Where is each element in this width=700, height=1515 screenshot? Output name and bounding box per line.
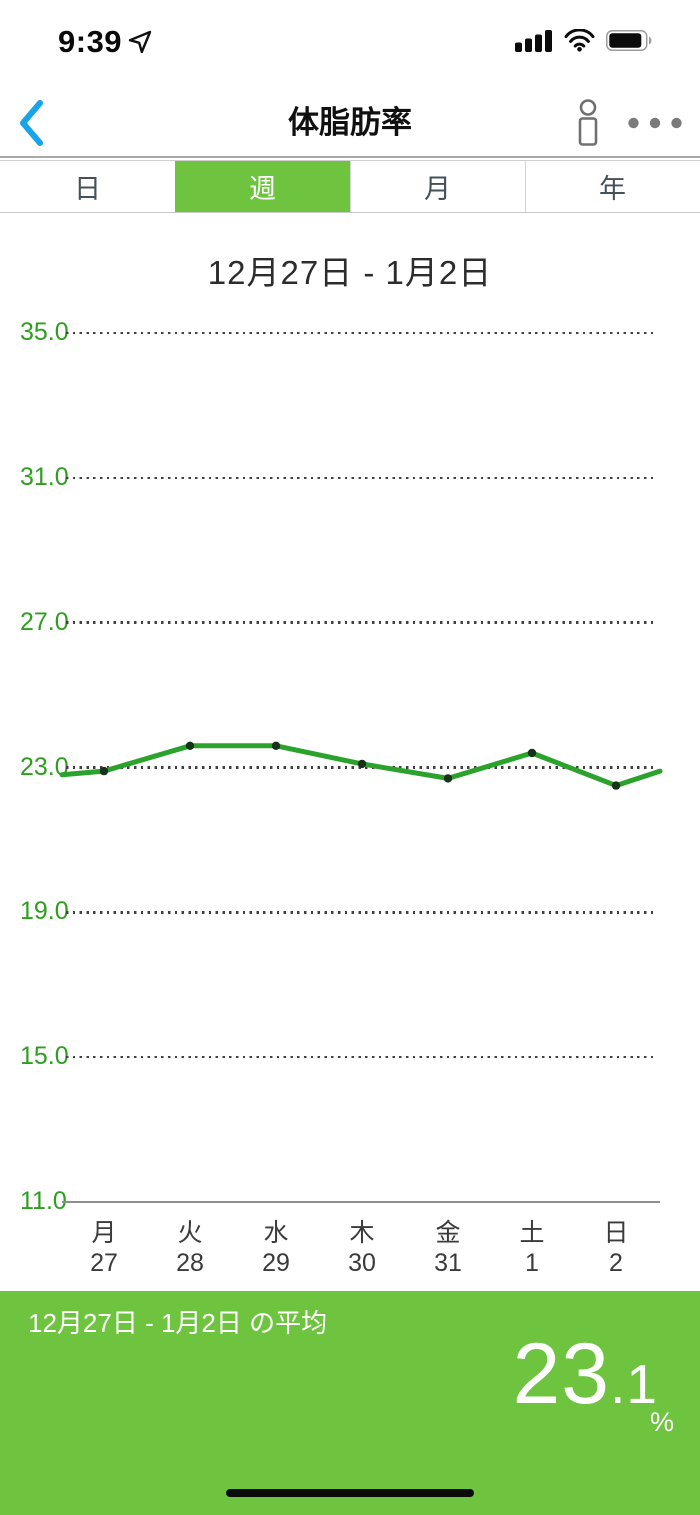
average-value: 23.1 <box>512 1331 658 1417</box>
home-indicator[interactable] <box>226 1489 474 1497</box>
y-axis-tick-label: 11.0 <box>20 1187 67 1215</box>
tab-year-label: 年 <box>599 174 626 204</box>
tab-month-label: 月 <box>424 174 451 204</box>
x-axis-tick-label: 月 27 <box>90 1219 118 1277</box>
data-point[interactable] <box>443 774 453 783</box>
tab-day[interactable]: 日 <box>0 161 175 212</box>
gridline <box>66 476 656 480</box>
chart-plot[interactable]: 35.0 31.0 27.0 23.0 19.0 15.0 11.0 月 27 火 28 水 29 木 30… <box>0 310 700 1285</box>
x-axis-tick-label: 火 28 <box>176 1219 204 1277</box>
back-button[interactable] <box>16 99 46 147</box>
gridline <box>66 1055 656 1059</box>
y-axis-tick-label: 15.0 <box>20 1042 69 1071</box>
y-axis-tick-label: 19.0 <box>20 897 69 926</box>
signal-bars-icon <box>515 30 552 52</box>
tab-day-label: 日 <box>74 174 101 204</box>
average-value-integer: 23 <box>512 1326 611 1422</box>
page-title: 体脂肪率 <box>288 105 412 140</box>
data-point[interactable] <box>357 759 367 769</box>
summary-panel: 12月27日 - 1月2日 の平均 23.1 % <box>0 1291 700 1515</box>
average-value-decimal: .1 <box>610 1353 658 1415</box>
data-point[interactable] <box>185 741 195 750</box>
data-point[interactable] <box>527 748 537 758</box>
location-arrow-icon <box>128 30 152 54</box>
y-axis-tick-label: 31.0 <box>20 462 69 491</box>
gridline <box>66 331 656 335</box>
gridline <box>66 621 656 624</box>
data-point[interactable] <box>99 766 109 776</box>
chart-line-svg <box>59 741 663 790</box>
status-time: 9:39 <box>58 24 123 59</box>
tab-year[interactable]: 年 <box>525 161 700 212</box>
tab-separator <box>524 161 526 212</box>
y-axis-tick-label: 35.0 <box>20 318 69 346</box>
average-label: 12月27日 - 1月2日 の平均 <box>28 1308 328 1338</box>
status-bar: 9:39 <box>0 0 700 64</box>
average-unit: % <box>649 1407 674 1437</box>
battery-icon <box>606 30 652 51</box>
data-point[interactable] <box>611 781 621 790</box>
data-point[interactable] <box>271 741 281 750</box>
tab-week-label: 週 <box>249 174 276 204</box>
tab-week[interactable]: 週 <box>175 161 350 212</box>
x-axis-line <box>62 1200 660 1203</box>
date-range-title: 12月27日 - 1月2日 <box>207 254 493 291</box>
period-tab-bar: 日 週 月 年 <box>0 160 700 213</box>
x-axis-tick-label: 水 29 <box>262 1219 290 1277</box>
profile-info-icon[interactable] <box>576 99 600 147</box>
x-axis-tick-label: 金 31 <box>434 1219 462 1277</box>
gridline <box>66 911 656 914</box>
ellipsis-menu-icon[interactable] <box>628 117 682 129</box>
y-axis-tick-label: 27.0 <box>20 607 69 636</box>
x-axis-tick-label: 木 30 <box>348 1219 376 1277</box>
wifi-icon <box>564 29 595 52</box>
nav-bar: 体脂肪率 <box>0 88 700 158</box>
tab-month[interactable]: 月 <box>350 161 525 212</box>
tab-separator <box>349 161 351 212</box>
